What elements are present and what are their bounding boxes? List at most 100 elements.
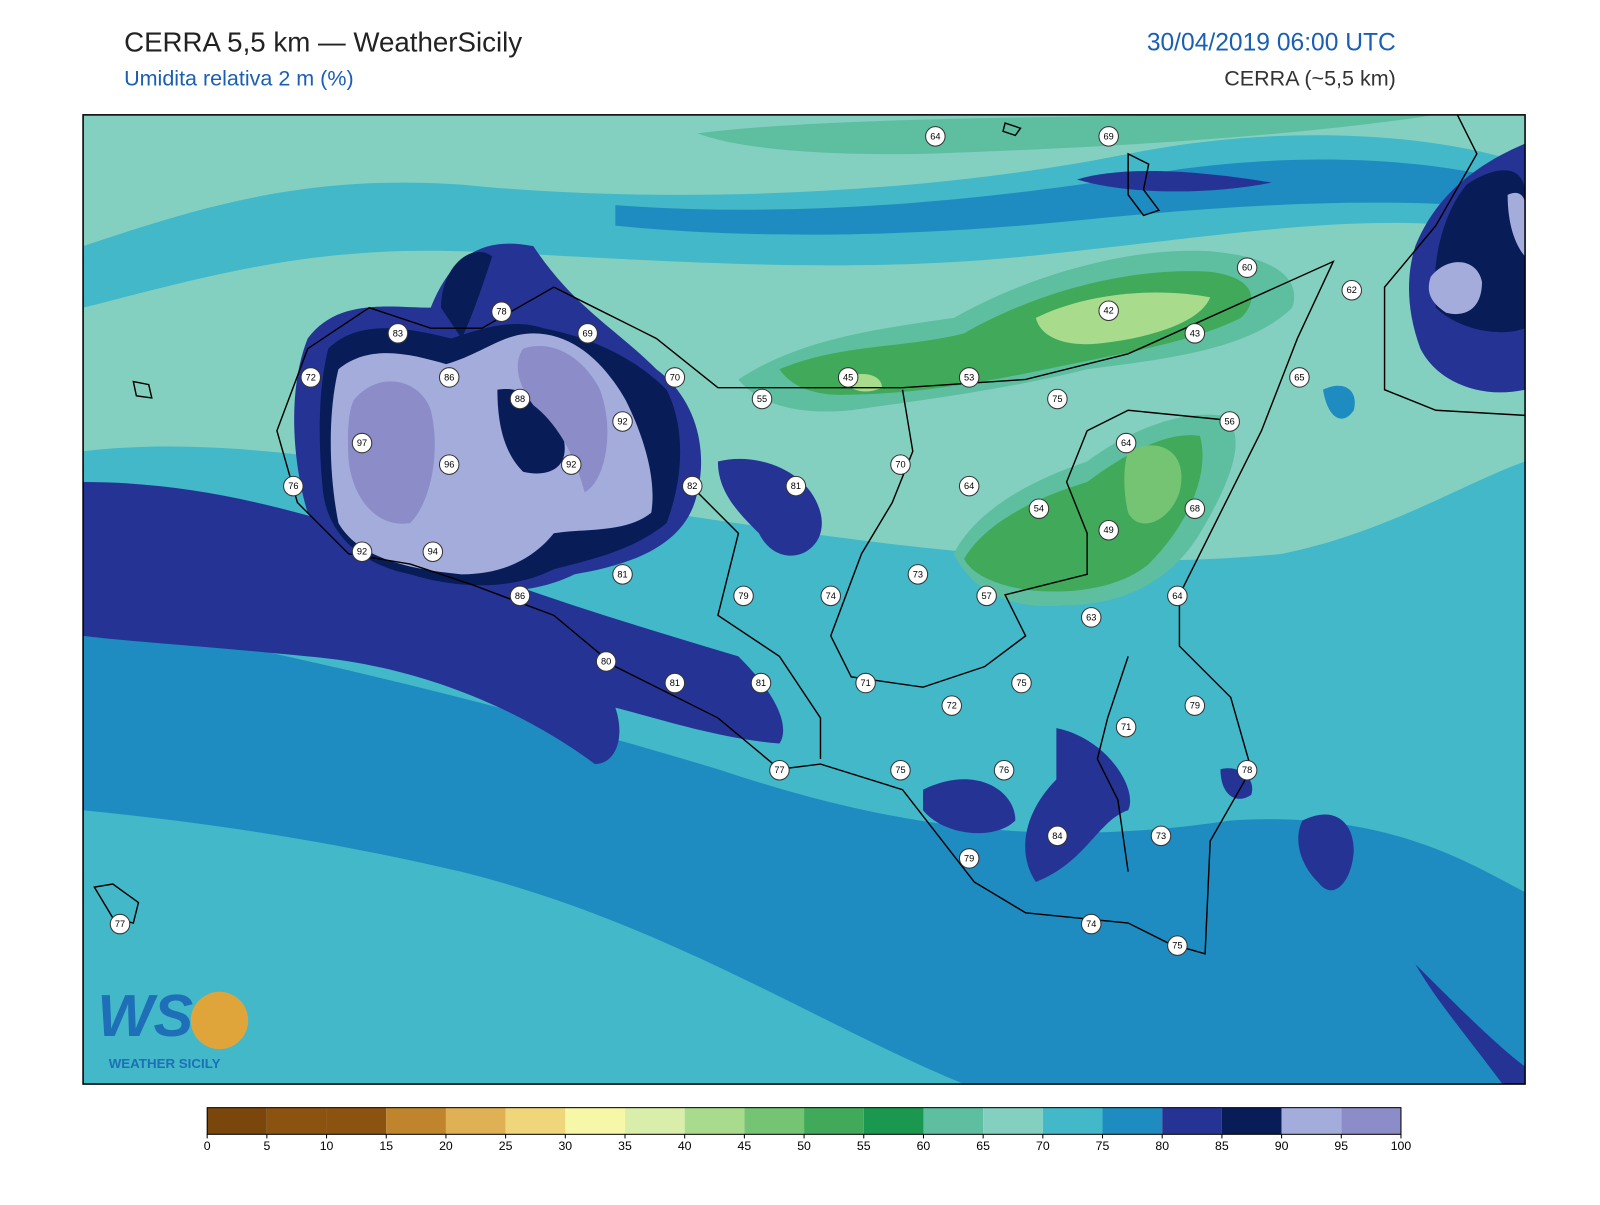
station-marker (612, 564, 633, 585)
station-value: 42 (1104, 306, 1114, 316)
station-marker (1080, 607, 1102, 628)
station-value: 69 (1104, 131, 1114, 141)
colorbar-swatch (1042, 1107, 1103, 1135)
station-marker (1098, 126, 1119, 147)
station-value: 70 (670, 372, 680, 382)
station-value: 56 (1225, 416, 1235, 426)
logo: WS WEATHER SICILY (97, 982, 249, 1071)
station-value: 75 (1172, 941, 1182, 951)
station-marker (1219, 411, 1240, 432)
station-marker (855, 672, 876, 694)
map-frame (82, 114, 1526, 1085)
station-marker (509, 388, 531, 410)
station-marker (1115, 432, 1137, 454)
station-marker (941, 695, 963, 716)
station-value: 74 (826, 591, 836, 601)
station-value: 73 (1156, 831, 1166, 841)
logo-mark: WS (97, 982, 193, 1049)
station-marker (561, 454, 582, 475)
station-marker (890, 759, 911, 781)
colorbar-tick-label: 5 (263, 1139, 270, 1153)
colorbar-swatch (804, 1107, 864, 1135)
station-marker (976, 585, 997, 607)
station-marker (438, 367, 460, 388)
colorbar-tick-label: 65 (976, 1139, 990, 1153)
station-marker (958, 367, 980, 388)
colorbar-swatch (1341, 1107, 1401, 1135)
station-marker (958, 848, 980, 869)
colorbar-swatch (207, 1107, 267, 1135)
station-value: 79 (738, 591, 748, 601)
station-marker (1115, 716, 1137, 738)
station-value: 64 (1121, 438, 1131, 448)
station-value: 69 (583, 328, 593, 338)
colorbar-swatch (386, 1107, 446, 1135)
station-value: 64 (930, 131, 940, 141)
station-value: 71 (1121, 722, 1131, 732)
station-marker (890, 454, 911, 475)
station-value: 75 (1016, 678, 1026, 688)
colorbar-tick-label: 55 (857, 1139, 871, 1153)
colorbar-swatch (684, 1107, 745, 1135)
colorbar-tick-label: 85 (1215, 1139, 1229, 1153)
station-value: 79 (1190, 701, 1200, 711)
logo-text: WEATHER SICILY (109, 1056, 221, 1071)
colorbar-swatch (923, 1107, 984, 1135)
station-value: 45 (843, 372, 853, 382)
station-marker (577, 323, 598, 344)
colorbar-tick-label: 90 (1275, 1139, 1289, 1153)
station-marker (1028, 498, 1050, 519)
station-marker (751, 388, 773, 410)
station-marker (785, 475, 807, 497)
station-value: 75 (895, 765, 905, 775)
station-value: 76 (999, 765, 1009, 775)
colorbar-tick-label: 80 (1155, 1139, 1169, 1153)
station-marker (1236, 257, 1258, 278)
colorbar-tick-label: 100 (1391, 1139, 1412, 1153)
station-value: 57 (981, 591, 991, 601)
colorbar-swatch (1221, 1107, 1282, 1135)
station-value: 54 (1034, 504, 1044, 514)
station-marker (509, 585, 531, 607)
station-value: 96 (444, 460, 454, 470)
station-value: 81 (617, 569, 627, 579)
station-value: 86 (444, 372, 454, 382)
colorbar: 0 5 10 15 20 25 30 35 40 45 50 55 60 65 70 75 80 85 90 95 10… (204, 1107, 1412, 1153)
station-value: 73 (913, 569, 923, 579)
station-value: 97 (357, 438, 367, 448)
station-value: 60 (1242, 263, 1252, 273)
station-marker (769, 759, 790, 781)
station-marker (837, 367, 859, 388)
station-value: 92 (566, 460, 576, 470)
colorbar-tick-label: 10 (320, 1139, 334, 1153)
station-value: 75 (1052, 394, 1062, 404)
station-value: 78 (496, 307, 506, 317)
station-marker (351, 541, 373, 563)
station-marker (351, 432, 373, 454)
station-marker (958, 475, 980, 497)
datetime: 30/04/2019 06:00 UTC (1147, 30, 1396, 57)
station-marker (664, 672, 686, 694)
station-marker (682, 475, 703, 497)
station-layer: 64 69 60 62 78 42 83 69 43 72 86 70 45 53 65 55 88 75 92 56… (109, 126, 1362, 956)
station-value: 72 (947, 701, 957, 711)
station-value: 76 (288, 481, 298, 491)
station-marker (1341, 279, 1362, 301)
colorbar-swatch (266, 1107, 327, 1135)
station-value: 92 (357, 547, 367, 557)
colorbar-tick-label: 0 (204, 1139, 211, 1153)
station-marker (733, 585, 754, 607)
station-marker (491, 301, 512, 323)
colorbar-tick-label: 30 (558, 1139, 572, 1153)
station-value: 78 (1242, 765, 1252, 775)
station-marker (1184, 695, 1206, 716)
station-marker (1289, 367, 1310, 388)
station-marker (1098, 519, 1119, 541)
station-marker (1167, 935, 1188, 956)
station-marker (1080, 913, 1102, 935)
station-marker (438, 454, 460, 475)
station-value: 82 (687, 481, 697, 491)
station-marker (283, 475, 304, 497)
